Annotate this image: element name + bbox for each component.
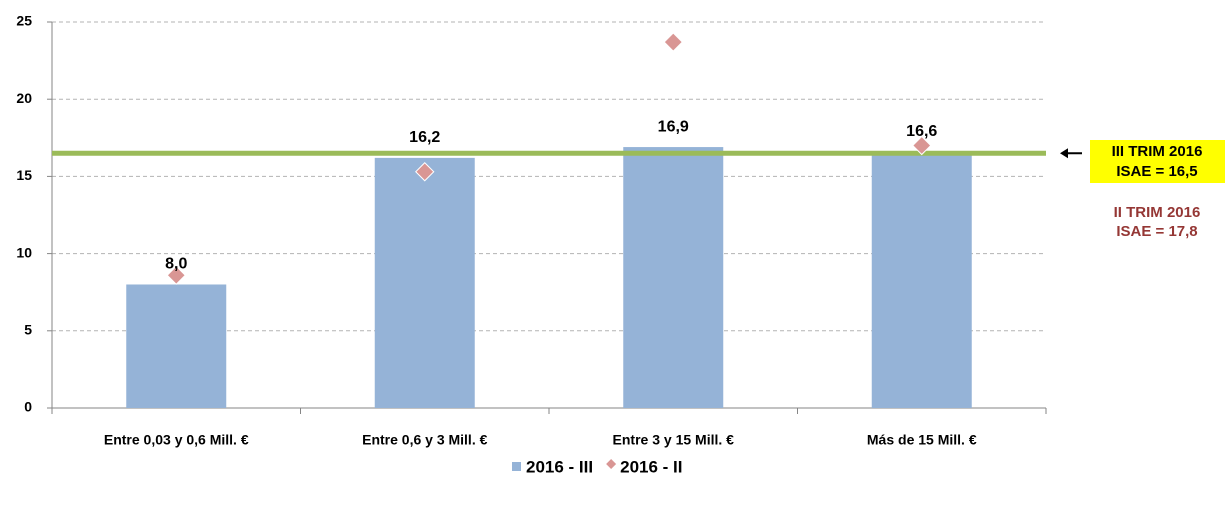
y-tick-label: 25 — [16, 13, 32, 29]
x-tick-label: Más de 15 Mill. € — [867, 432, 977, 448]
y-tick-label: 10 — [16, 244, 32, 260]
x-tick-label: Entre 0,03 y 0,6 Mill. € — [104, 432, 249, 448]
y-tick-label: 0 — [24, 399, 32, 415]
marker — [415, 162, 435, 182]
annotation-text: ISAE = 16,5 — [1116, 163, 1197, 180]
value-label: 16,6 — [906, 123, 937, 140]
y-tick-label: 5 — [24, 322, 32, 338]
value-label: 8,0 — [165, 256, 187, 273]
bar — [871, 151, 972, 409]
legend-label: 2016 - II — [620, 457, 682, 476]
annotation-text: ISAE = 17,8 — [1116, 223, 1197, 240]
legend-label: 2016 - III — [526, 457, 593, 476]
legend-swatch — [512, 462, 521, 471]
value-label: 16,9 — [658, 118, 689, 135]
marker — [912, 135, 932, 156]
bar — [623, 147, 724, 408]
annotation-box — [1090, 140, 1225, 183]
arrow-head — [1060, 148, 1068, 159]
marker — [166, 265, 186, 285]
annotation-text: II TRIM 2016 — [1114, 204, 1201, 221]
marker — [663, 32, 683, 52]
value-label: 16,2 — [409, 129, 440, 146]
y-tick-label: 15 — [16, 167, 32, 183]
x-tick-label: Entre 3 y 15 Mill. € — [613, 432, 735, 448]
bar — [374, 157, 475, 408]
legend-swatch — [606, 459, 617, 469]
bar — [126, 284, 227, 408]
x-tick-label: Entre 0,6 y 3 Mill. € — [362, 432, 487, 448]
annotation-text: III TRIM 2016 — [1112, 143, 1203, 160]
y-tick-label: 20 — [16, 90, 32, 106]
